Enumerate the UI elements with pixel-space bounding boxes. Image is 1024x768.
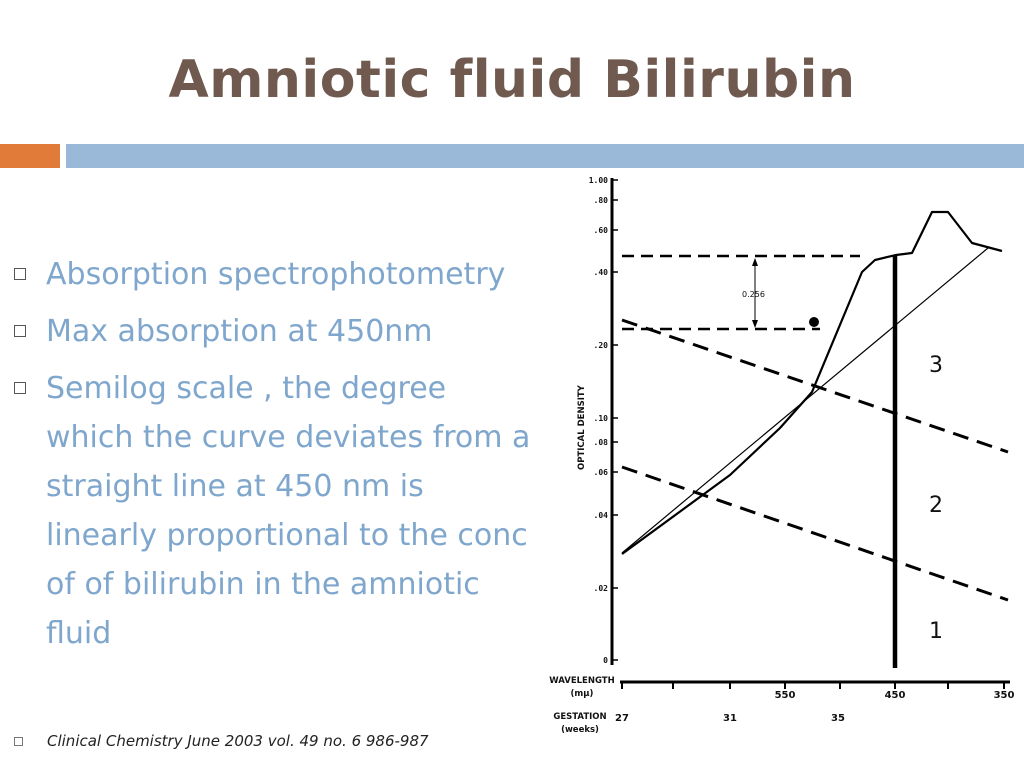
arrow-down-icon — [752, 320, 758, 328]
y-tick: .04 — [594, 511, 609, 520]
annotation-value: 0.256 — [742, 290, 765, 299]
y-axis-label: OPTICAL DENSITY — [577, 384, 587, 470]
wavelength-label: WAVELENGTH — [549, 676, 614, 686]
y-tick: .06 — [594, 468, 609, 477]
bullet-list: Absorption spectrophotometry Max absorpt… — [14, 250, 554, 666]
y-axis-ticks — [612, 179, 618, 661]
accent-bar-blue — [66, 144, 1024, 168]
wavelength-unit: (mμ) — [571, 689, 594, 699]
bullet-square-icon — [14, 268, 26, 280]
bullet-square-icon — [14, 382, 26, 394]
wavelength-tick: 450 — [885, 690, 906, 701]
citation-text: Clinical Chemistry June 2003 vol. 49 no.… — [47, 732, 429, 750]
bullet-item: Max absorption at 450nm — [14, 307, 554, 356]
y-tick: 1.00 — [589, 176, 608, 185]
gestation-tick: 31 — [723, 713, 737, 724]
gestation-tick: 35 — [831, 713, 845, 724]
y-tick: .60 — [594, 226, 609, 235]
wavelength-tick: 350 — [994, 690, 1015, 701]
gestation-label: GESTATION — [553, 712, 606, 722]
citation: Clinical Chemistry June 2003 vol. 49 no.… — [14, 732, 429, 750]
wavelength-tick: 550 — [775, 690, 796, 701]
bullet-text: Semilog scale , the degree which the cur… — [46, 371, 531, 651]
accent-bar-orange — [0, 144, 60, 168]
gestation-unit: (weeks) — [561, 725, 599, 735]
absorption-curve — [621, 210, 1003, 555]
liley-chart: 1.00 .80 .60 .40 .20 .10 .08 .06 .04 .02… — [549, 176, 1015, 735]
zone-label: 2 — [929, 493, 943, 518]
arrow-up-icon — [752, 258, 758, 266]
y-tick: .10 — [594, 414, 609, 423]
bullet-square-icon — [14, 325, 26, 337]
x-axis-ticks — [621, 682, 1005, 689]
zone-label: 3 — [929, 353, 943, 378]
bullet-text: Max absorption at 450nm — [46, 314, 433, 349]
bullet-text: Absorption spectrophotometry — [46, 257, 506, 292]
y-tick: .08 — [594, 438, 609, 447]
y-tick: .40 — [594, 268, 609, 277]
gestation-tick: 27 — [615, 713, 629, 724]
bullet-square-icon — [14, 736, 23, 746]
y-tick: 0 — [603, 656, 608, 665]
zone-boundary-lower — [621, 465, 1009, 602]
zone-label: 1 — [929, 619, 943, 644]
slide-title: Amniotic fluid Bilirubin — [168, 50, 856, 110]
y-tick: .20 — [594, 341, 609, 350]
data-point — [809, 317, 819, 327]
y-tick: .02 — [594, 584, 609, 593]
bullet-item: Semilog scale , the degree which the cur… — [14, 364, 554, 658]
y-tick: .80 — [594, 196, 609, 205]
bullet-item: Absorption spectrophotometry — [14, 250, 554, 299]
